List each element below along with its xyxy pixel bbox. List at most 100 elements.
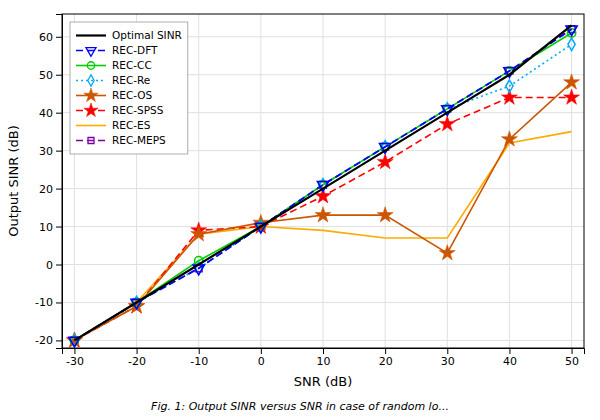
tick-label: 30 [39,145,53,158]
legend-item: REC-MEPS [76,134,166,146]
grid-line [447,14,448,348]
marker [315,207,331,222]
marker [506,80,513,92]
legend-swatch [76,140,106,142]
marker [564,74,580,89]
legend-marker [88,138,94,144]
legend-marker [88,75,94,86]
axis-line [56,15,63,349]
tick-label: 50 [39,69,53,82]
grid-line [509,14,510,348]
tick-label: 40 [39,107,53,120]
marker [71,334,78,346]
series [66,74,579,347]
series-line [74,82,571,340]
tick-mark [199,348,200,354]
tick-label: 0 [46,259,53,272]
tick: 40 [39,107,62,120]
tick: 0 [46,259,62,272]
axis-line [63,349,585,355]
tick: 10 [317,348,331,368]
tick-label: 10 [39,221,53,234]
legend-marker [84,88,98,102]
legend-item: REC-Re [76,74,150,86]
tick: -10 [35,296,62,309]
grid-line [62,226,584,227]
tick: 60 [39,31,62,44]
tick-mark [323,348,324,354]
marker [568,38,575,50]
y-axis-title: Output SINR (dB) [6,125,21,237]
legend-marker [87,62,94,69]
series-line [74,98,571,341]
grid-line [385,14,386,348]
tick-mark [56,151,62,152]
tick-label: 50 [565,355,579,368]
legend-label: REC-CC [112,59,152,71]
tick: -20 [128,348,146,368]
legend-marker [84,103,98,117]
series [66,89,579,347]
tick-label: -10 [35,296,53,309]
tick-mark [56,75,62,76]
tick-label: 10 [317,355,331,368]
legend-item: REC-ES [76,119,151,131]
tick-mark [261,348,262,354]
tick-mark [56,302,62,303]
legend-swatch [76,34,106,36]
tick-mark [385,348,386,354]
series [71,26,575,344]
legend-item: REC-SPSS [76,103,164,117]
grid-line [198,14,199,348]
grid-line [260,14,261,348]
legend-item: REC-OS [76,88,153,102]
tick: 10 [39,221,62,234]
legend-label: REC-DFT [112,44,158,56]
legend-label: REC-ES [112,119,151,131]
legend-label: REC-MEPS [112,134,166,146]
legend-label: REC-SPSS [112,104,164,116]
tick: 30 [441,348,455,368]
legend: Optimal SINR REC-DFT REC-CC REC-Re REC-OS REC… [70,22,188,154]
tick-mark [56,113,62,114]
tick-label: 20 [379,355,393,368]
tick-label: 30 [441,355,455,368]
tick-label: -30 [66,355,84,368]
tick: 20 [39,183,62,196]
tick-label: -20 [35,334,53,347]
tick-label: -10 [190,355,208,368]
tick: 20 [379,348,393,368]
grid [62,14,584,348]
x-axis: -30-20-1001020304050 [63,348,585,368]
tick-mark [56,265,62,266]
tick: 50 [39,69,62,82]
tick-label: -20 [128,355,146,368]
chart: -30-20-1001020304050-20-100102030405060O… [0,0,600,420]
tick: 50 [565,348,579,368]
series [71,38,575,347]
tick-mark [56,189,62,190]
legend-swatch [76,65,106,67]
grid-line [62,340,584,341]
legend-item: REC-CC [76,59,152,71]
legend-item: Optimal SINR [76,29,182,41]
legend-label: Optimal SINR [112,29,182,41]
tick-mark [509,348,510,354]
tick: -30 [66,348,84,368]
marker [439,245,455,260]
marker [377,154,393,169]
legend-swatch [76,50,106,52]
grid-line [571,14,572,348]
tick-label: 0 [258,355,265,368]
tick: -10 [190,348,208,368]
marker [564,89,580,104]
marker [439,116,455,131]
tick: 30 [39,145,62,158]
legend-item: REC-DFT [76,44,158,56]
marker [501,131,517,146]
plot: -30-20-1001020304050-20-100102030405060O… [35,14,584,368]
legend-box [70,22,188,154]
grid-line [62,264,584,265]
legend-label: REC-Re [112,74,150,86]
legend-swatch [76,80,106,82]
